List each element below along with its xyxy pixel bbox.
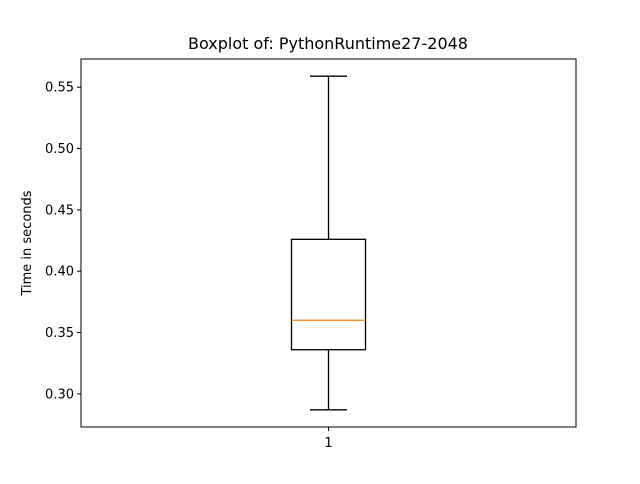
chart-title: Boxplot of: PythonRuntime27-2048	[188, 34, 468, 53]
y-axis-label: Time in seconds	[20, 190, 35, 296]
y-tick-label: 0.45	[45, 203, 74, 218]
y-tick-label: 0.40	[45, 265, 74, 280]
y-tick-label: 0.35	[45, 326, 74, 341]
y-tick-label: 0.30	[45, 387, 74, 402]
y-axis-label-group: Time in seconds	[20, 190, 35, 296]
box	[290, 238, 367, 351]
axes: 0.30 0.35 0.40 0.45 0.50 0.55 1	[45, 58, 577, 451]
x-tick-label: 1	[324, 436, 332, 451]
y-tick-label: 0.50	[45, 142, 74, 157]
y-tick-label: 0.55	[45, 81, 74, 96]
plot-area	[290, 75, 367, 411]
